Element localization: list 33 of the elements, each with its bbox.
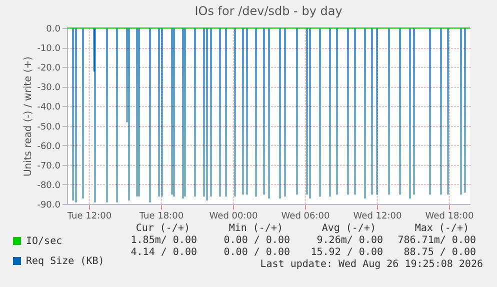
x-tick-label: Wed 18:00 bbox=[425, 212, 474, 222]
text: 0.00 / 0.00 bbox=[224, 235, 290, 246]
text: 0.00 / 0.00 bbox=[224, 247, 290, 258]
text: Last update: Wed Aug 26 19:25:08 2026 bbox=[260, 259, 483, 270]
y-tick-label: -90.0 bbox=[37, 200, 61, 210]
text: 9.26m/ 0.00 bbox=[316, 235, 383, 246]
y-tick-label: 0.0 bbox=[46, 24, 61, 34]
text: 4.14 / 0.00 bbox=[130, 247, 197, 258]
y-tick-label: -50.0 bbox=[37, 122, 61, 132]
y-axis-title: Units read (-) / write (+) bbox=[23, 56, 34, 177]
y-tick-label: -60.0 bbox=[37, 142, 61, 152]
x-tick-label: Tue 18:00 bbox=[138, 212, 184, 222]
text: Avg (-/+) bbox=[322, 223, 376, 234]
y-tick-label: -30.0 bbox=[37, 83, 61, 94]
x-tick-label: Tue 12:00 bbox=[66, 212, 112, 222]
y-tick-label: -70.0 bbox=[37, 161, 61, 172]
legend-label: IO/sec bbox=[26, 236, 62, 247]
x-tick-label: Wed 06:00 bbox=[281, 212, 330, 222]
y-tick-label: -20.0 bbox=[37, 64, 61, 74]
text: Max (-/+) bbox=[414, 223, 469, 234]
text: 15.92 / 0.00 bbox=[310, 247, 383, 258]
y-tick-label: -10.0 bbox=[37, 44, 61, 54]
chart-title: IOs for /dev/sdb - by day bbox=[194, 4, 342, 18]
text: Min (-/+) bbox=[228, 223, 283, 234]
text: 786.71m/ 0.00 bbox=[398, 235, 476, 246]
text: 1.85m/ 0.00 bbox=[130, 235, 197, 246]
y-tick-label: -80.0 bbox=[37, 180, 61, 191]
x-tick-label: Wed 00:00 bbox=[209, 212, 258, 222]
text: 88.75 / 0.00 bbox=[404, 247, 476, 258]
x-tick-label: Wed 12:00 bbox=[353, 212, 402, 222]
text: Cur (-/+) bbox=[136, 223, 190, 234]
y-tick-label: -40.0 bbox=[37, 102, 61, 113]
legend-label: Req Size (KB) bbox=[26, 256, 104, 267]
